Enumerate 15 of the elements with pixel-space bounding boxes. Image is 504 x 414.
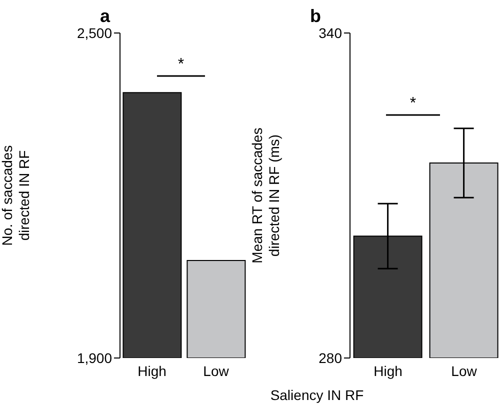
y-axis-title: Mean RT of saccades directed IN RF (ms) xyxy=(249,128,282,264)
y-tick-label: 280 xyxy=(318,350,342,366)
x-tick-label: High xyxy=(138,362,166,379)
chart-title: a xyxy=(100,6,110,27)
y-tick-label: 340 xyxy=(318,24,342,41)
x-axis-title: Saliency IN RF xyxy=(269,387,365,403)
x-tick-label: Low xyxy=(451,362,478,379)
x-tick-label: High xyxy=(374,362,402,379)
chart-title: b xyxy=(310,6,321,27)
x-tick-label: Low xyxy=(203,362,230,379)
annotation: * xyxy=(176,56,186,74)
annotation: * xyxy=(408,95,418,113)
y-tick-label: 1,900 xyxy=(76,350,112,366)
y-axis-title: No. of saccades directed IN RF xyxy=(0,145,32,246)
y-tick-label: 2,500 xyxy=(76,24,112,41)
